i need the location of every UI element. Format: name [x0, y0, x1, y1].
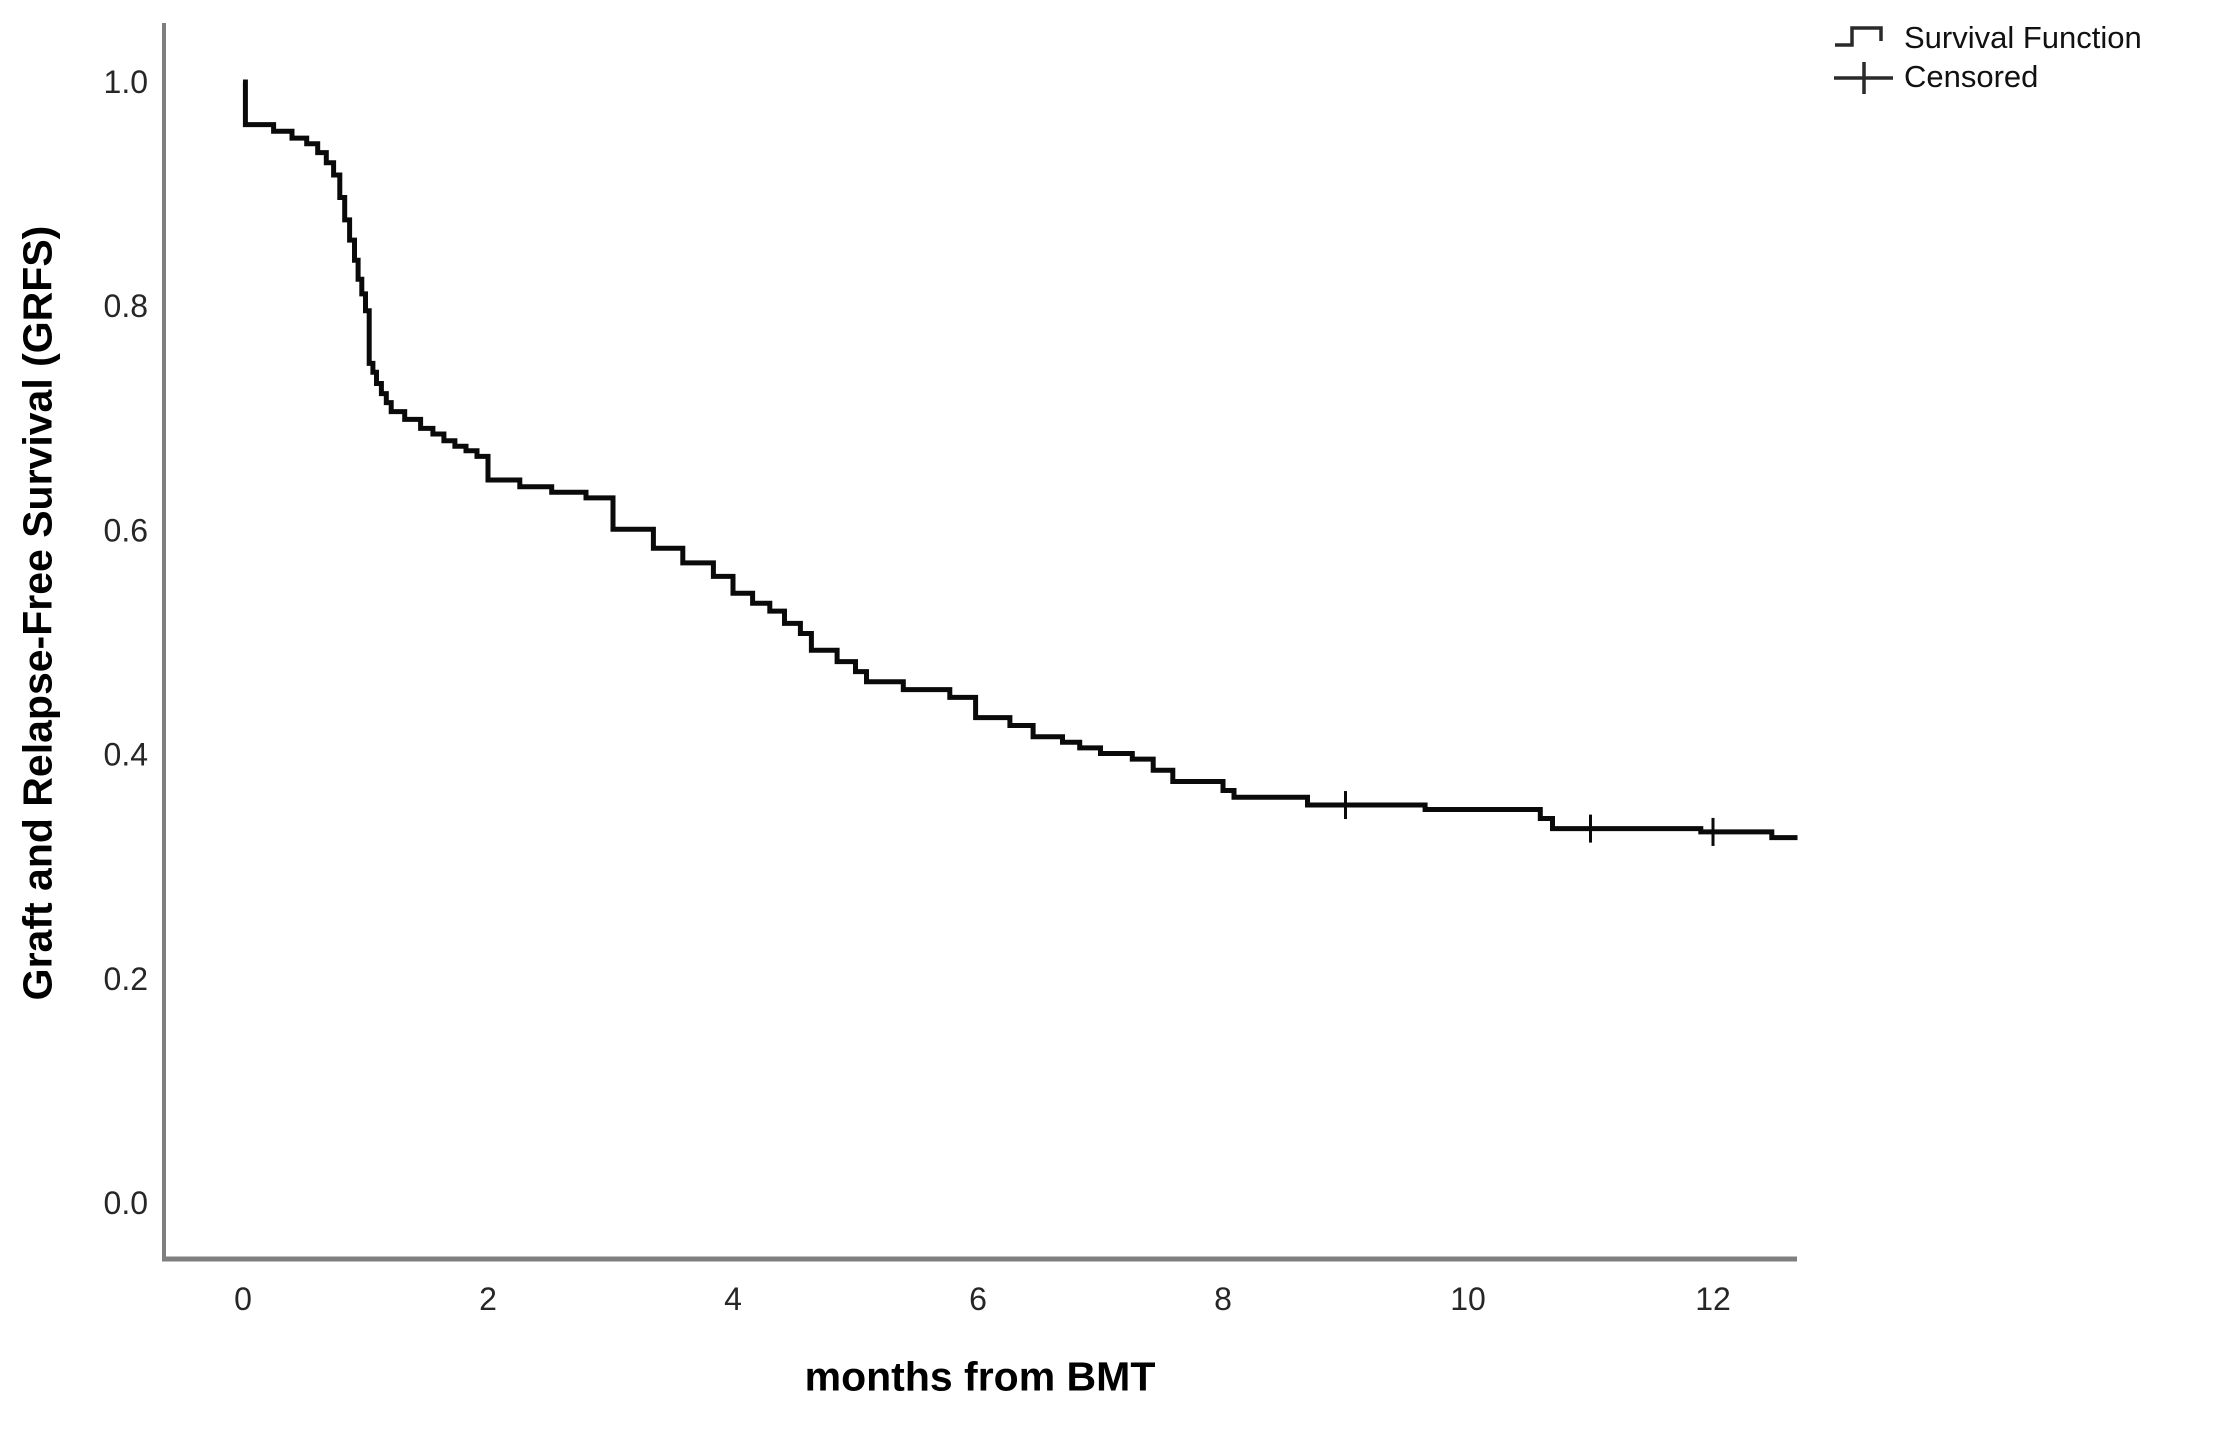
x-tick-label: 4: [724, 1281, 742, 1317]
y-tick-label: 1.0: [104, 64, 148, 100]
legend-label-censored: Censored: [1904, 58, 2039, 94]
x-tick-label: 12: [1695, 1281, 1731, 1317]
censored-marks: [1344, 791, 1715, 846]
y-axis-tick-labels: 1.0 0.8 0.6 0.4 0.2 0.0: [104, 64, 148, 1221]
legend-item-survival-function: Survival Function: [1833, 18, 2142, 57]
x-tick-label: 6: [969, 1281, 987, 1317]
y-tick-label: 0.8: [104, 288, 148, 324]
x-axis-tick-labels: 0 2 4 6 8 10 12: [234, 1281, 1731, 1317]
x-tick-label: 8: [1214, 1281, 1232, 1317]
plus-icon: [1834, 61, 1893, 94]
legend-label-survival-function: Survival Function: [1904, 19, 2142, 55]
legend: Survival Function Censored: [1833, 18, 2142, 96]
y-tick-label: 0.2: [104, 961, 148, 997]
x-axis-title: months from BMT: [804, 1353, 1156, 1400]
y-axis-title: Graft and Relapse-Free Survival (GRFS): [14, 225, 61, 1001]
y-tick-label: 0.4: [104, 737, 148, 773]
legend-item-censored: Censored: [1833, 57, 2142, 96]
y-tick-label: 0.6: [104, 512, 148, 548]
x-tick-label: 2: [479, 1281, 497, 1317]
y-tick-label: 0.0: [104, 1185, 148, 1221]
survival-step-curve: [242, 79, 1798, 841]
x-tick-label: 10: [1450, 1281, 1486, 1317]
x-tick-label: 0: [234, 1281, 252, 1317]
step-line-icon: [1835, 25, 1883, 47]
